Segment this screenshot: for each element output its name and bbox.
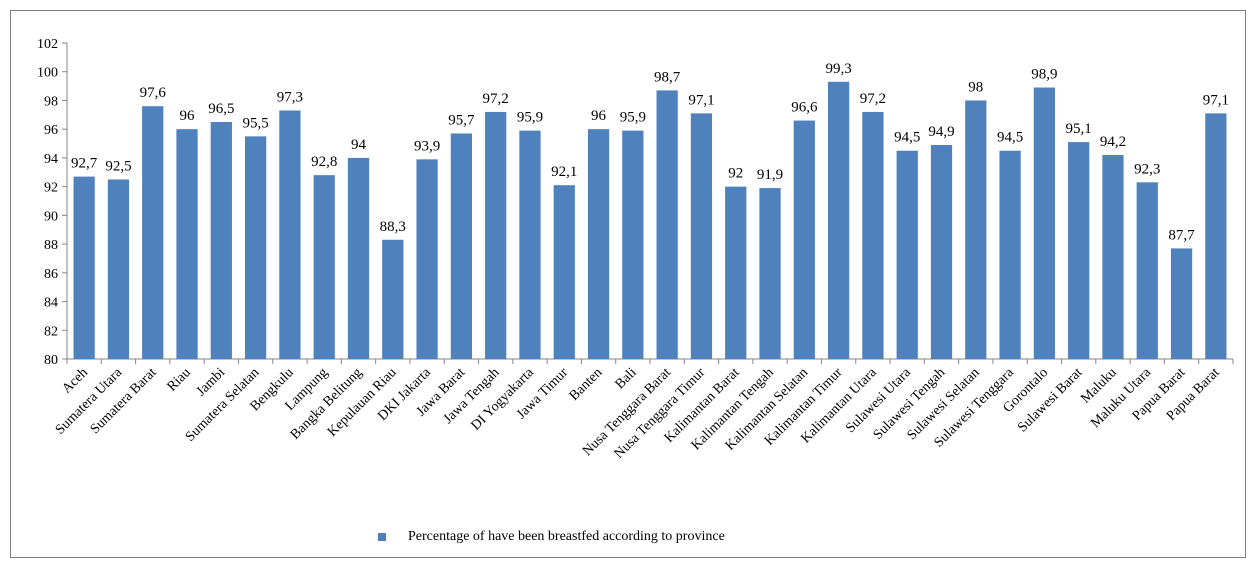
bar: [210, 122, 232, 359]
data-label: 98,7: [654, 69, 681, 85]
data-label: 97,1: [688, 92, 714, 108]
data-label: 95,1: [1066, 121, 1092, 137]
bar: [1170, 248, 1193, 359]
x-tick-label: Aceh: [59, 365, 90, 396]
data-label: 96,5: [208, 101, 234, 117]
data-label: 96,6: [791, 100, 818, 116]
data-label: 95,5: [242, 115, 268, 131]
x-tick-label: Banten: [567, 365, 606, 404]
legend: Percentage of have been breastfed accord…: [378, 527, 725, 547]
x-tick-label: Bali: [613, 365, 640, 392]
data-label: 94,5: [894, 130, 920, 146]
bar: [450, 133, 473, 359]
y-tick-label: 88: [44, 238, 58, 253]
bar: [725, 186, 747, 359]
legend-swatch: [378, 533, 386, 541]
y-tick-label: 98: [44, 94, 58, 109]
data-label: 94,9: [928, 124, 954, 140]
bar: [176, 129, 198, 359]
bar: [793, 120, 815, 360]
data-label: 94: [351, 137, 367, 153]
data-label: 97,2: [860, 91, 886, 107]
data-label: 97,1: [1203, 92, 1229, 108]
bar: [622, 130, 644, 359]
bar: [999, 150, 1021, 359]
bar: [519, 130, 541, 359]
y-tick-label: 80: [44, 353, 58, 368]
data-label: 93,9: [414, 138, 440, 154]
chart-frame: [10, 10, 1246, 558]
bar: [485, 111, 507, 359]
bar: [862, 111, 884, 359]
bar: [279, 110, 301, 359]
y-tick-label: 84: [44, 296, 58, 311]
bar: [1033, 87, 1056, 359]
y-tick-label: 90: [44, 209, 58, 224]
bar: [1136, 182, 1158, 359]
data-label: 92,3: [1134, 161, 1160, 177]
bar: [382, 239, 404, 359]
data-label: 95,7: [448, 112, 475, 128]
data-label: 97,2: [483, 91, 509, 107]
bar: [587, 129, 610, 359]
legend-label: Percentage of have been breastfed accord…: [408, 529, 725, 544]
data-label: 95,9: [517, 110, 543, 126]
data-label: 87,7: [1168, 227, 1195, 243]
data-label: 92,1: [551, 164, 577, 180]
bar: [347, 157, 370, 359]
data-label: 92,8: [311, 154, 337, 170]
bar: [553, 185, 575, 359]
y-tick-label: 82: [44, 324, 58, 339]
bar: [244, 136, 267, 359]
y-tick-label: 100: [37, 66, 58, 81]
bar: [313, 175, 335, 359]
y-axis: 80 82 84 86 88 90 92 94 96 98 100 102: [37, 37, 1234, 368]
data-label: 94,5: [997, 130, 1023, 146]
data-label: 97,3: [277, 90, 303, 106]
data-label: 96: [180, 108, 196, 124]
bar: [1068, 142, 1090, 359]
y-tick-label: 92: [44, 181, 58, 196]
bar: [690, 113, 713, 359]
data-label: 92,7: [71, 156, 98, 172]
data-label: 96: [591, 108, 607, 124]
bar: [1102, 155, 1124, 359]
bar: [1205, 113, 1227, 359]
data-label: 91,9: [757, 167, 783, 183]
bar: [965, 100, 987, 360]
bar: [930, 144, 953, 359]
data-labels: 92,7 92,5 97,6 96 96,5 95,5 97,3 92,8 94 88,3 93,9…: [71, 61, 1229, 244]
bar: [73, 176, 95, 359]
bar: [759, 188, 781, 359]
bar: [142, 106, 164, 359]
x-tick-label: Riau: [165, 365, 194, 394]
data-label: 99,3: [825, 61, 851, 77]
bar: [896, 150, 918, 359]
y-tick-label: 94: [44, 152, 58, 167]
data-label: 95,9: [620, 110, 646, 126]
y-tick-label: 102: [37, 37, 58, 52]
data-label: 88,3: [380, 219, 406, 235]
bar: [827, 81, 850, 360]
bar: [107, 179, 130, 359]
bar: [656, 90, 678, 360]
data-label: 92: [728, 166, 743, 182]
data-label: 97,6: [140, 85, 167, 101]
data-label: 92,5: [105, 158, 131, 174]
data-label: 98: [968, 79, 983, 95]
data-label: 98,9: [1031, 67, 1057, 83]
bar: [416, 159, 438, 359]
y-tick-label: 96: [44, 123, 58, 138]
data-label: 94,2: [1100, 134, 1126, 150]
bars: [73, 81, 1227, 360]
y-tick-label: 86: [44, 267, 58, 282]
